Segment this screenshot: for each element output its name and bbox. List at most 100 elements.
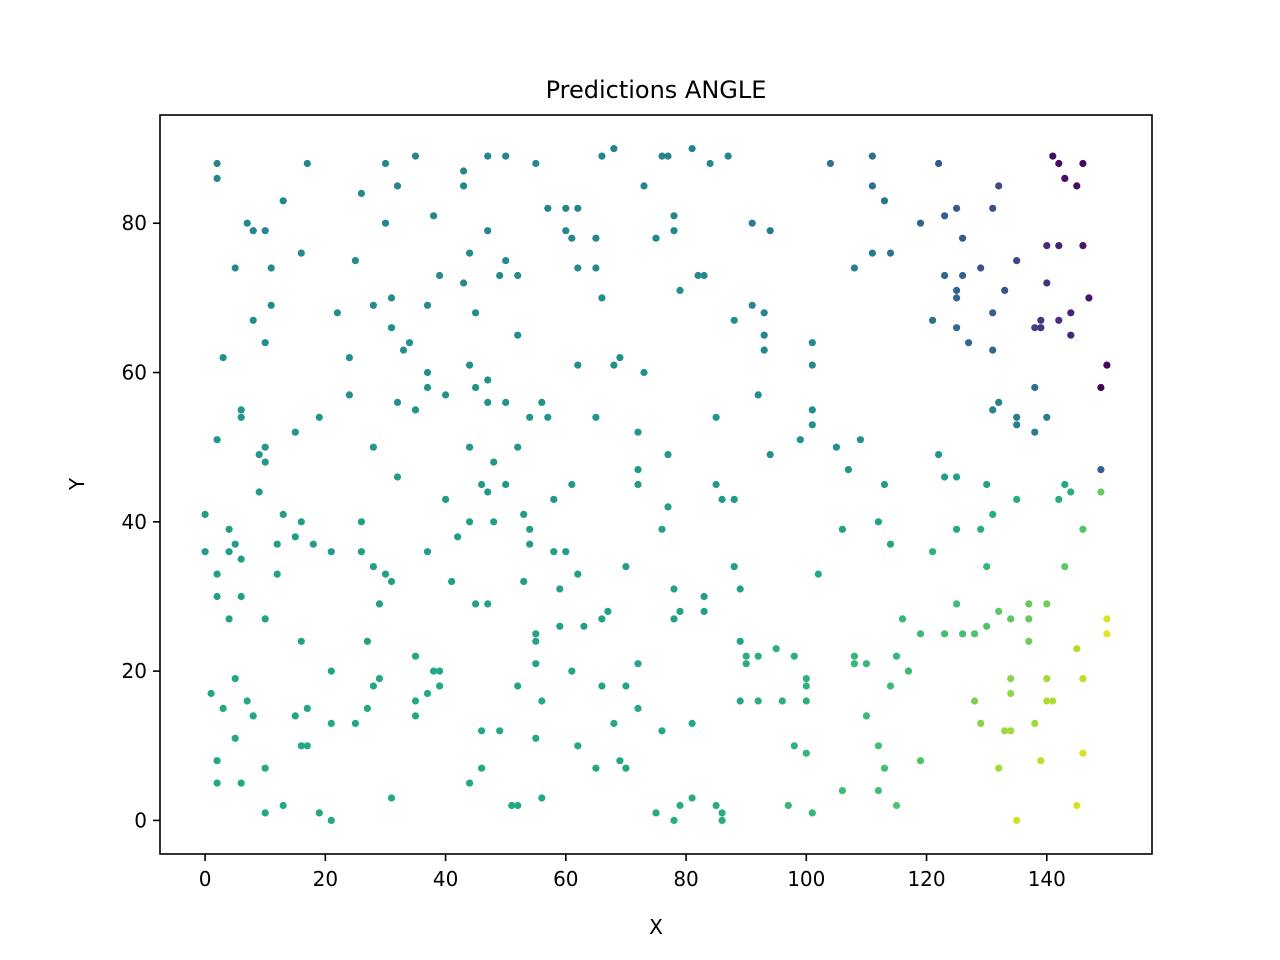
data-point xyxy=(369,682,377,690)
data-point xyxy=(802,682,810,690)
data-point xyxy=(670,585,678,593)
y-tick-label: 40 xyxy=(122,510,147,534)
data-point xyxy=(375,675,383,683)
data-point xyxy=(640,368,648,377)
data-point xyxy=(1025,600,1033,608)
data-point xyxy=(261,443,269,451)
data-point xyxy=(977,719,985,728)
data-point xyxy=(616,354,624,362)
data-point xyxy=(1079,525,1087,533)
data-point xyxy=(670,615,678,623)
data-point xyxy=(387,794,396,802)
data-point xyxy=(929,316,937,324)
data-point xyxy=(460,167,468,175)
data-point xyxy=(953,324,961,332)
data-point xyxy=(995,398,1003,406)
data-point xyxy=(868,152,877,160)
data-point xyxy=(838,787,847,795)
data-point xyxy=(916,757,925,765)
data-point xyxy=(1073,645,1081,653)
data-point xyxy=(478,764,486,772)
data-point xyxy=(213,159,221,168)
data-point xyxy=(688,719,696,728)
data-point xyxy=(430,212,438,220)
data-point xyxy=(243,219,251,227)
data-point xyxy=(941,473,949,481)
data-point xyxy=(1037,316,1045,324)
data-point xyxy=(1055,495,1063,503)
data-point xyxy=(610,719,618,728)
data-point xyxy=(712,801,720,810)
data-point xyxy=(796,436,804,444)
data-point xyxy=(231,675,239,683)
data-point xyxy=(496,727,504,735)
data-point xyxy=(478,480,486,489)
data-point xyxy=(634,660,642,668)
data-point xyxy=(327,548,335,556)
data-point xyxy=(989,406,997,414)
data-point xyxy=(658,727,666,735)
data-points xyxy=(201,145,1111,825)
data-point xyxy=(754,697,762,705)
data-point xyxy=(1025,615,1033,623)
data-point xyxy=(291,533,299,541)
data-point xyxy=(670,227,678,235)
data-point xyxy=(261,764,269,772)
data-point xyxy=(472,383,480,392)
data-point xyxy=(658,525,666,533)
y-axis-label: Y xyxy=(65,477,89,491)
data-point xyxy=(237,779,245,787)
data-point xyxy=(880,197,889,205)
data-point xyxy=(363,704,371,713)
data-point xyxy=(1037,324,1045,332)
data-point xyxy=(1043,242,1051,250)
data-point xyxy=(1013,421,1021,429)
data-point xyxy=(652,809,660,817)
data-point xyxy=(478,727,486,735)
data-point xyxy=(610,145,618,153)
data-point xyxy=(1103,361,1111,369)
data-point xyxy=(808,809,816,817)
data-point xyxy=(502,398,510,406)
data-point xyxy=(219,704,227,713)
data-point xyxy=(466,779,474,787)
data-point xyxy=(297,249,305,257)
data-point xyxy=(953,204,961,212)
data-point xyxy=(466,249,474,257)
data-point xyxy=(213,757,221,765)
data-point xyxy=(484,152,492,160)
data-point xyxy=(399,346,408,354)
x-tick-label: 140 xyxy=(1028,867,1066,891)
data-point xyxy=(574,742,582,750)
data-point xyxy=(345,354,353,362)
data-point xyxy=(688,145,696,153)
data-point xyxy=(544,204,552,212)
data-point xyxy=(423,548,432,556)
data-point xyxy=(219,354,227,362)
data-point xyxy=(953,294,961,302)
data-point xyxy=(514,271,522,280)
data-point xyxy=(929,548,937,556)
data-point xyxy=(1079,749,1087,757)
data-point xyxy=(935,159,943,168)
data-point xyxy=(718,816,726,825)
data-point xyxy=(381,219,390,227)
data-point xyxy=(532,159,540,168)
data-point xyxy=(279,197,287,205)
data-point xyxy=(213,436,221,444)
data-point xyxy=(983,563,991,571)
data-point xyxy=(694,271,702,280)
data-point xyxy=(935,451,943,459)
data-point xyxy=(454,533,462,541)
data-point xyxy=(610,361,618,369)
data-point xyxy=(1043,413,1051,421)
data-point xyxy=(916,630,925,638)
data-point xyxy=(1049,152,1057,160)
data-point xyxy=(652,234,660,242)
data-point xyxy=(1007,675,1015,683)
data-point xyxy=(466,443,474,451)
data-point xyxy=(430,667,438,675)
data-point xyxy=(1103,615,1111,623)
data-point xyxy=(736,637,744,645)
